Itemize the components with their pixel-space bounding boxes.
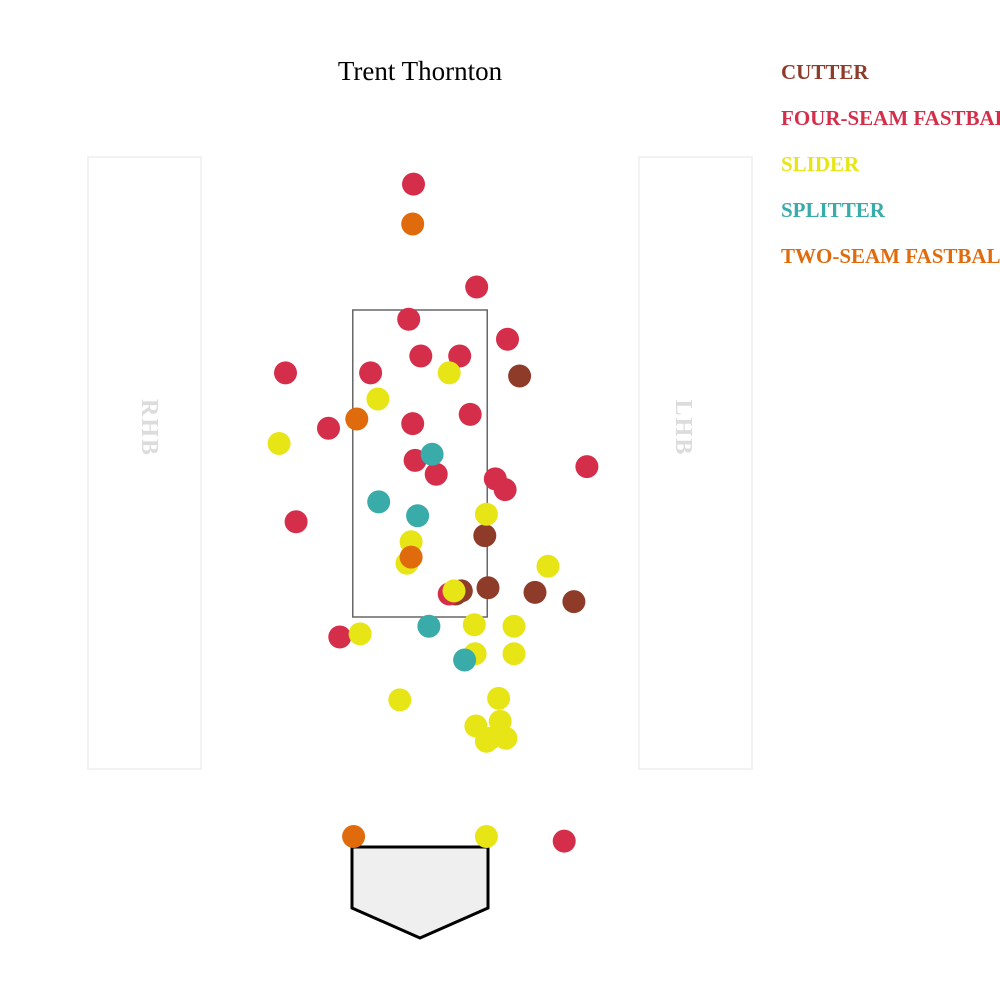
pitch-point	[345, 407, 369, 431]
pitch-point	[494, 726, 518, 750]
pitch-point	[502, 642, 526, 666]
pitch-point	[424, 462, 448, 486]
pitch-point	[348, 622, 372, 646]
pitch-point	[437, 361, 461, 385]
pitch-point	[448, 344, 472, 368]
pitch-point	[401, 412, 425, 436]
legend-entry: TWO-SEAM FASTBALL	[781, 244, 1000, 268]
pitch-point	[462, 613, 486, 637]
home-plate	[350, 845, 490, 940]
legend-entry: SPLITTER	[781, 198, 886, 222]
batter-box-right	[638, 156, 753, 770]
pitch-point	[536, 554, 560, 578]
pitch-point	[317, 416, 340, 440]
pitch-point	[474, 729, 498, 753]
pitch-point	[474, 825, 498, 848]
pitch-point	[453, 648, 477, 672]
pitch-point	[508, 364, 532, 388]
pitch-point	[402, 172, 425, 196]
legend-entry: FOUR-SEAM FASTBALL	[781, 106, 1000, 130]
pitch-point	[267, 432, 291, 455]
chart-title: Trent Thornton	[338, 56, 503, 86]
pitch-point	[409, 344, 433, 368]
pitch-point	[274, 361, 297, 385]
strike-zone	[352, 309, 488, 618]
pitch-point	[366, 387, 390, 411]
pitch-point	[367, 490, 391, 514]
pitch-point	[562, 590, 586, 614]
pitch-point	[342, 825, 366, 848]
pitch-point	[458, 402, 482, 426]
pitch-point	[420, 442, 444, 466]
batter-box-left-label: RHB	[136, 399, 162, 457]
pitch-point	[442, 579, 466, 603]
pitch-point	[476, 576, 500, 600]
pitch-point	[552, 829, 576, 853]
pitch-point	[474, 502, 498, 526]
pitch-point	[406, 504, 430, 528]
pitch-point	[465, 275, 489, 299]
pitch-point	[388, 688, 412, 712]
pitch-point	[417, 614, 441, 638]
pitch-point	[487, 686, 511, 710]
pitch-point	[401, 212, 425, 236]
pitch-point	[399, 545, 423, 569]
pitch-points	[267, 172, 599, 853]
batter-box-left	[87, 156, 202, 770]
pitch-point	[496, 327, 519, 351]
legend: CUTTER FOUR-SEAM FASTBALL SLIDER SPLITTER TW…	[781, 60, 1000, 268]
pitch-point	[397, 307, 421, 331]
pitch-point	[575, 455, 599, 479]
pitch-point	[523, 580, 547, 604]
pitch-point	[493, 478, 517, 502]
legend-entry: SLIDER	[781, 152, 860, 176]
pitch-point	[328, 625, 352, 649]
pitch-point	[359, 361, 383, 385]
batter-box-right-label: LHB	[670, 400, 696, 457]
legend-entry: CUTTER	[781, 60, 869, 84]
pitch-point	[473, 524, 497, 548]
pitch-point	[502, 614, 526, 638]
pitch-point	[284, 510, 308, 534]
